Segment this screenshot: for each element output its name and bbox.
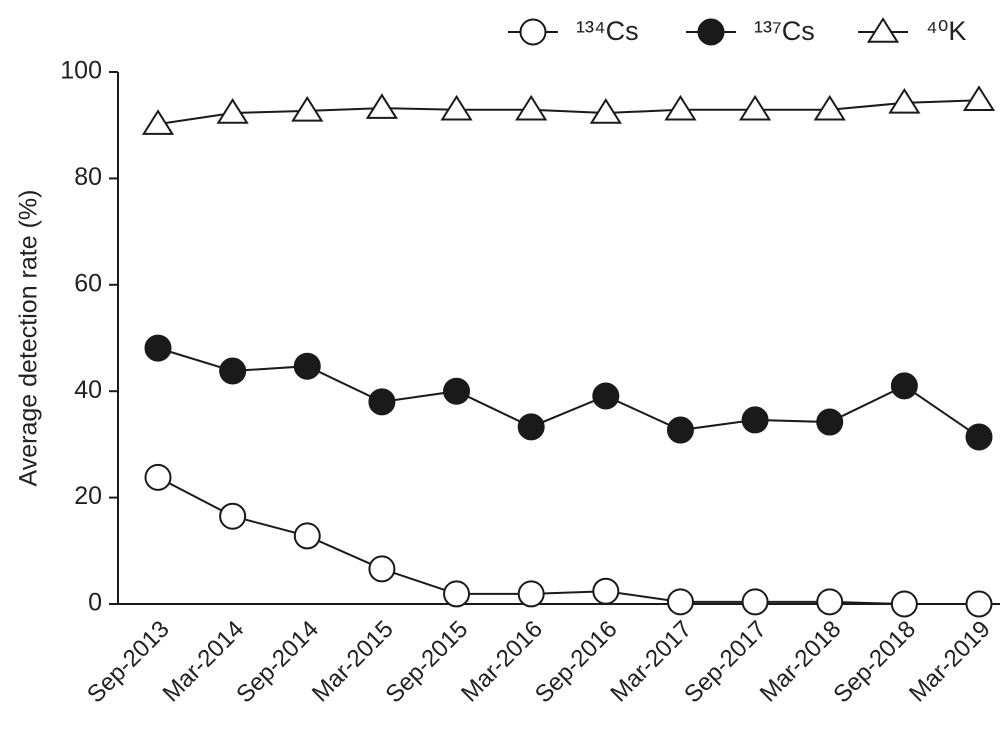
- data-point: [741, 588, 769, 616]
- y-tick-label: 20: [74, 482, 102, 510]
- data-point: [741, 406, 769, 434]
- data-point: [365, 93, 399, 119]
- data-point: [592, 382, 620, 410]
- data-point: [965, 423, 993, 451]
- y-tick-label: 80: [74, 163, 102, 191]
- x-tick-label: Sep-2015: [381, 616, 474, 709]
- data-point: [443, 377, 471, 405]
- data-point: [219, 502, 247, 530]
- data-point: [291, 95, 324, 122]
- data-point: [440, 94, 473, 121]
- data-point: [890, 372, 918, 400]
- data-point: [965, 590, 993, 618]
- series-line: [157, 347, 980, 438]
- data-point: [293, 352, 321, 380]
- legend-label: ¹³⁴Cs: [576, 16, 639, 46]
- x-tick-label: Sep-2017: [679, 616, 772, 709]
- data-point: [368, 388, 396, 416]
- data-point: [293, 522, 321, 550]
- x-tick-label: Sep-2013: [82, 616, 175, 709]
- y-tick-label: 0: [88, 589, 102, 617]
- data-point: [368, 555, 396, 583]
- data-point: [144, 463, 172, 491]
- legend-marker: [519, 18, 547, 46]
- legend-marker: [866, 17, 900, 43]
- data-point: [592, 577, 620, 605]
- y-tick-label: 100: [60, 57, 102, 85]
- legend-label: ⁴⁰K: [926, 16, 966, 46]
- data-point: [816, 408, 844, 436]
- data-point: [664, 94, 697, 121]
- data-point: [813, 94, 846, 121]
- y-axis-label: Average detection rate (%): [15, 190, 43, 487]
- data-point: [738, 94, 772, 121]
- data-point: [515, 94, 548, 121]
- x-tick-label: Sep-2014: [231, 616, 324, 709]
- data-point: [890, 590, 918, 618]
- series-line: [157, 476, 979, 605]
- data-point: [141, 109, 175, 135]
- data-point: [443, 580, 471, 608]
- data-point: [216, 98, 249, 124]
- data-point: [666, 416, 694, 444]
- data-point: [888, 87, 921, 114]
- legend-label: ¹³⁷Cs: [754, 16, 815, 46]
- data-point: [144, 334, 172, 362]
- x-tick-label: Sep-2016: [530, 616, 623, 709]
- data-point: [517, 413, 545, 441]
- data-point: [589, 98, 622, 124]
- data-point: [517, 580, 545, 608]
- data-point: [962, 85, 996, 111]
- legend-marker: [697, 18, 725, 46]
- data-point: [816, 588, 844, 616]
- y-tick-label: 60: [74, 269, 102, 297]
- x-tick-label: Sep-2018: [828, 616, 921, 709]
- data-point: [666, 588, 694, 616]
- x-tick-label: Mar-2019: [904, 616, 996, 708]
- series-line: [157, 99, 980, 126]
- data-point: [219, 357, 247, 385]
- y-tick-label: 40: [74, 376, 102, 404]
